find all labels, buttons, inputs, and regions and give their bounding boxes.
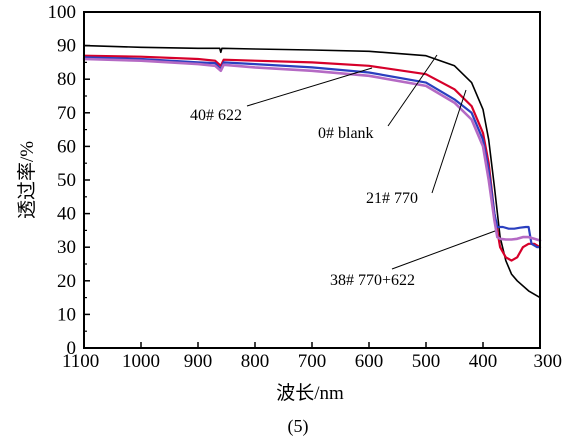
- annotation-leader: [431, 89, 467, 194]
- y-tick-label: 20: [57, 271, 76, 292]
- x-tick-label: 600: [355, 351, 384, 372]
- annotation-leader: [387, 54, 438, 127]
- annotation-label: 38# 770+622: [330, 272, 415, 289]
- annotation-label: 40# 622: [190, 107, 242, 124]
- y-tick-label: 70: [57, 103, 76, 124]
- y-tick-label: 30: [57, 237, 76, 258]
- annotation-leader: [246, 67, 373, 107]
- x-tick-label: 1000: [122, 351, 160, 372]
- y-tick-label: 40: [57, 204, 76, 225]
- figure-caption: (5): [288, 416, 309, 437]
- annotation-label: 21# 770: [366, 190, 418, 207]
- y-tick-label: 90: [57, 36, 76, 57]
- y-tick-label: 10: [57, 304, 76, 325]
- annotation-layer: 40# 622 0# blank 21# 770 38# 770+622: [190, 54, 496, 289]
- series-line-1: [82, 54, 542, 262]
- y-tick-label: 60: [57, 136, 76, 157]
- ticks-layer: 0 10 20 30 40 50 60 70 80 90 100 1100 1000 900 800 700 6…: [48, 2, 563, 372]
- x-tick-label: 500: [412, 351, 441, 372]
- y-tick-label: 100: [48, 2, 77, 23]
- annotation-label: 0# blank: [318, 125, 374, 142]
- x-tick-label: 400: [469, 351, 498, 372]
- x-tick-label: 900: [184, 351, 213, 372]
- series-layer: [82, 44, 542, 299]
- y-tick-label: 50: [57, 170, 76, 191]
- y-tick-label: 0: [67, 338, 77, 359]
- x-tick-label: 300: [534, 351, 563, 372]
- x-tick-label: 700: [298, 351, 327, 372]
- annotation-leader: [391, 230, 496, 270]
- x-tick-label: 800: [241, 351, 270, 372]
- series-line-0: [83, 44, 541, 299]
- x-axis-label: 波长/nm: [276, 382, 344, 404]
- y-tick-label: 80: [57, 69, 76, 90]
- series-line-3: [82, 57, 542, 242]
- y-axis-label: 透过率/%: [16, 141, 38, 219]
- x-tick-label: 1100: [62, 351, 99, 372]
